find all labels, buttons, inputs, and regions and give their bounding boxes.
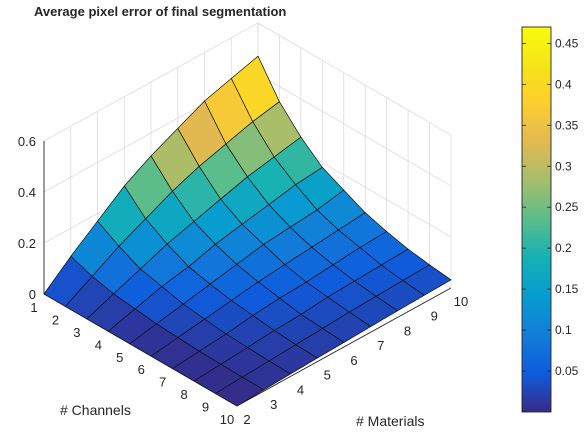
chart-title: Average pixel error of final segmentatio… [34,4,286,19]
y-axis-label: # Materials [356,413,424,429]
y-tick-label: 2 [243,412,250,427]
y-tick-label: 7 [377,338,384,353]
x-tick-label: 3 [73,325,80,340]
colorbar-tick-label: 0.05 [555,364,579,378]
grid-line [257,22,452,136]
colorbar-tick-label: 0.1 [555,323,572,337]
y-tick-label: 5 [324,368,331,383]
x-tick-label: 5 [116,350,123,365]
y-axis-line [236,287,452,407]
colorbar-tick-label: 0.3 [555,159,572,173]
y-tick-label: 8 [404,323,411,338]
colorbar-tick-label: 0.45 [555,36,579,50]
x-tick-label: 8 [180,387,187,402]
x-tick-label: 7 [159,375,166,390]
x-tick-label: 9 [202,400,209,415]
z-tick-label: 0.4 [18,185,36,200]
z-tick-label: 0.2 [18,236,36,251]
y-tick-label: 10 [454,294,468,309]
colorbar-tick-label: 0.25 [555,200,579,214]
surface-patch [215,376,265,407]
x-tick-label: 6 [138,362,145,377]
colorbar-strip [521,26,552,413]
grid-line [257,73,452,187]
grid-line [43,22,259,142]
z-tick-label: 0 [29,287,36,302]
y-tick-label: 9 [431,309,438,324]
x-tick-label: 10 [220,412,234,427]
z-tick-label: 0.6 [18,134,36,149]
x-tick-label: 2 [52,312,59,327]
surface-layer [43,55,452,407]
colorbar-tick-label: 0.15 [555,282,579,296]
y-tick-label: 4 [297,382,304,397]
y-tick-label: 3 [270,397,277,412]
colorbar-tick-label: 0.35 [555,118,579,132]
colorbar: 0.05 0.1 0.15 0.2 0.25 0.3 0.35 0.4 0.45 [521,26,579,413]
x-tick-label: 1 [30,300,37,315]
y-tick-label: 6 [350,353,357,368]
colorbar-tick-label: 0.2 [555,241,572,255]
x-axis-label: # Channels [60,402,131,418]
x-tick-label: 4 [95,337,102,352]
colorbar-tick-label: 0.4 [555,77,572,91]
